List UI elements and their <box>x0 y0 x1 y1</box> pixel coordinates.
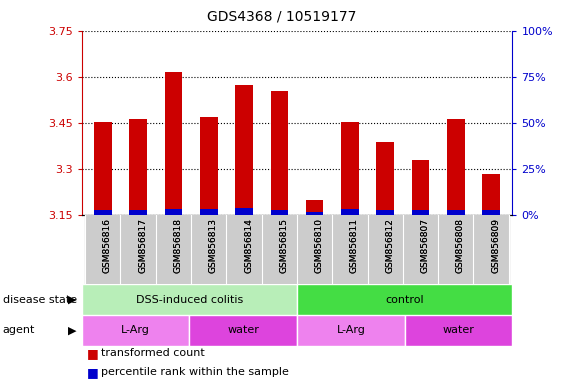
Bar <box>368 215 403 284</box>
Bar <box>156 215 191 284</box>
Text: GSM856814: GSM856814 <box>244 218 253 273</box>
Text: agent: agent <box>3 325 35 335</box>
Bar <box>200 209 217 215</box>
Text: transformed count: transformed count <box>101 348 205 358</box>
Text: GSM856817: GSM856817 <box>138 218 147 273</box>
Text: GSM856810: GSM856810 <box>315 218 324 273</box>
Text: GSM856814: GSM856814 <box>244 218 253 273</box>
Text: GSM856809: GSM856809 <box>491 218 500 273</box>
Bar <box>306 200 324 215</box>
Bar <box>94 122 111 215</box>
Bar <box>226 215 262 284</box>
Text: GSM856812: GSM856812 <box>385 218 394 273</box>
Bar <box>405 315 512 346</box>
Text: L-Arg: L-Arg <box>121 325 150 335</box>
Bar <box>120 215 156 284</box>
Bar <box>235 85 253 215</box>
Text: water: water <box>443 325 475 335</box>
Bar <box>377 142 394 215</box>
Bar <box>412 210 430 215</box>
Bar <box>189 315 297 346</box>
Text: ■: ■ <box>87 366 99 379</box>
Text: water: water <box>227 325 259 335</box>
Bar <box>306 212 324 215</box>
Text: ▶: ▶ <box>68 325 76 335</box>
Bar <box>447 119 464 215</box>
Bar <box>438 215 473 284</box>
Bar <box>129 210 147 215</box>
Text: GSM856807: GSM856807 <box>421 218 430 273</box>
Text: disease state: disease state <box>3 295 77 305</box>
Bar <box>332 215 368 284</box>
Text: GSM856818: GSM856818 <box>173 218 182 273</box>
Bar <box>85 215 120 284</box>
Text: GSM856816: GSM856816 <box>103 218 112 273</box>
Bar <box>482 174 500 215</box>
Text: GSM856816: GSM856816 <box>103 218 112 273</box>
Text: GSM856809: GSM856809 <box>491 218 500 273</box>
Text: GSM856811: GSM856811 <box>350 218 359 273</box>
Text: GSM856815: GSM856815 <box>279 218 288 273</box>
Bar <box>377 210 394 215</box>
Bar <box>82 315 189 346</box>
Text: GSM856808: GSM856808 <box>456 218 465 273</box>
Bar <box>129 119 147 215</box>
Bar <box>297 315 405 346</box>
Bar <box>270 91 288 215</box>
Text: L-Arg: L-Arg <box>336 325 365 335</box>
Text: percentile rank within the sample: percentile rank within the sample <box>101 367 289 377</box>
Bar <box>262 215 297 284</box>
Text: GSM856813: GSM856813 <box>209 218 218 273</box>
Text: GSM856810: GSM856810 <box>315 218 324 273</box>
Text: DSS-induced colitis: DSS-induced colitis <box>136 295 243 305</box>
Text: control: control <box>385 295 424 305</box>
Bar <box>297 215 332 284</box>
Bar <box>473 215 509 284</box>
Bar <box>297 284 512 315</box>
Text: GSM856811: GSM856811 <box>350 218 359 273</box>
Text: GSM856807: GSM856807 <box>421 218 430 273</box>
Bar <box>94 210 111 215</box>
Bar <box>482 210 500 215</box>
Text: GSM856812: GSM856812 <box>385 218 394 273</box>
Bar <box>191 215 226 284</box>
Text: GSM856815: GSM856815 <box>279 218 288 273</box>
Bar <box>403 215 438 284</box>
Bar <box>412 161 430 215</box>
Bar <box>270 210 288 215</box>
Bar <box>200 118 217 215</box>
Text: GSM856813: GSM856813 <box>209 218 218 273</box>
Bar <box>164 209 182 215</box>
Text: GSM856818: GSM856818 <box>173 218 182 273</box>
Bar <box>164 73 182 215</box>
Text: ▶: ▶ <box>68 295 76 305</box>
Text: GDS4368 / 10519177: GDS4368 / 10519177 <box>207 10 356 23</box>
Text: GSM856817: GSM856817 <box>138 218 147 273</box>
Bar <box>447 210 464 215</box>
Bar <box>82 284 297 315</box>
Bar <box>341 122 359 215</box>
Bar <box>235 208 253 215</box>
Bar <box>341 209 359 215</box>
Text: ■: ■ <box>87 347 99 360</box>
Text: GSM856808: GSM856808 <box>456 218 465 273</box>
